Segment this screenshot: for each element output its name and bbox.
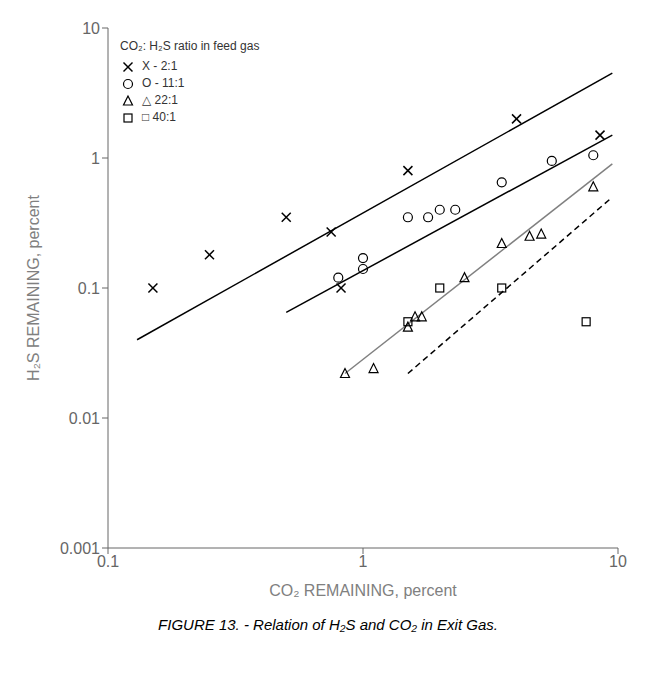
html-text:FIGURE 13. - Relation of H₂S a: FIGURE 13. - Relation of H₂S and CO₂ in … (158, 616, 498, 633)
svg-text:H₂S REMAINING, percent: H₂S REMAINING, percent (25, 195, 42, 381)
svg-text:10: 10 (82, 20, 100, 37)
svg-text:0.1: 0.1 (78, 280, 100, 297)
html-text:□ 40:1: □ 40:1 (142, 110, 176, 124)
svg-text:1: 1 (91, 150, 100, 167)
svg-text:0.01: 0.01 (69, 410, 100, 427)
svg-text:0.1: 0.1 (97, 553, 119, 570)
svg-text:1: 1 (359, 553, 368, 570)
html-text:△ 22:1: △ 22:1 (142, 93, 178, 107)
html-text:O - 11:1: O - 11:1 (142, 76, 185, 90)
svg-text:10: 10 (609, 553, 627, 570)
html-text:CO₂: H₂S ratio in feed gas: CO₂: H₂S ratio in feed gas (120, 39, 260, 53)
svg-text:CO₂ REMAINING, percent: CO₂ REMAINING, percent (269, 582, 457, 599)
svg-text:0.001: 0.001 (60, 540, 100, 557)
html-text:X - 2:1: X - 2:1 (142, 59, 178, 73)
